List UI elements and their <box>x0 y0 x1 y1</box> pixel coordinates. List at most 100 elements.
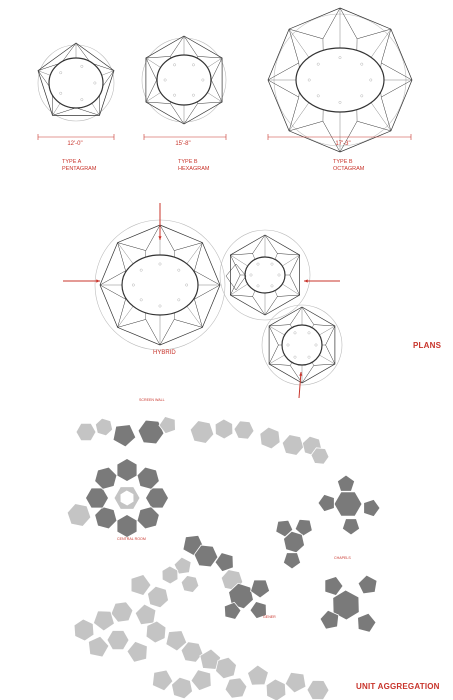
hatch-line <box>117 306 134 328</box>
ray-line <box>274 290 278 297</box>
label-chapels: CHAPELS <box>334 556 351 560</box>
seat-mark <box>256 262 260 266</box>
label-central-room: CENTRAL ROOM <box>117 537 146 541</box>
dimension-type-b-hexagram: 15'-8" <box>175 141 191 147</box>
ring-hexagon <box>136 466 160 490</box>
hexagon-unit <box>171 676 193 700</box>
dimension-type-a: 12'-0" <box>67 141 83 147</box>
seat-mark <box>293 331 297 335</box>
label-hexagram: HEXAGRAM <box>178 166 210 172</box>
seat-mark <box>177 268 181 272</box>
hatch-line <box>230 254 248 267</box>
hatch-line <box>145 57 161 68</box>
hexagon-unit <box>94 417 114 437</box>
pentagon-unit <box>336 474 356 492</box>
pentagon-unit <box>249 601 267 620</box>
seat-mark <box>132 283 135 287</box>
label-gener: GENER <box>263 615 276 619</box>
hatch-line <box>370 102 392 131</box>
unit-type-b-octagram <box>267 7 413 153</box>
seat-mark <box>80 65 84 68</box>
inner-room <box>295 47 385 113</box>
hatch-line <box>52 103 61 116</box>
hybrid-pentagram-unit <box>261 304 343 386</box>
pentagon-unit <box>112 424 137 448</box>
arrow-bottom <box>298 371 302 399</box>
pentagon-unit <box>92 610 115 632</box>
inner-room <box>121 254 199 316</box>
seat-mark <box>80 98 84 101</box>
seat-mark <box>270 262 274 266</box>
arrow-left-head <box>96 279 100 283</box>
hexagon-unit <box>75 422 97 442</box>
hexagon-unit <box>281 434 305 456</box>
seat-mark <box>270 284 274 288</box>
seat-mark <box>201 78 205 82</box>
ring-hexagon <box>116 458 138 482</box>
pentagon-unit <box>173 556 192 575</box>
pentagon-unit <box>357 574 378 595</box>
seat-mark <box>192 63 195 67</box>
pentagon-unit <box>319 609 340 630</box>
seat-mark <box>307 78 311 82</box>
pentagon-unit <box>151 669 174 692</box>
seat-mark <box>139 268 143 272</box>
seat-mark <box>158 262 162 266</box>
pentagon-unit <box>317 493 335 513</box>
seat-mark <box>307 355 311 359</box>
ray-line <box>252 253 256 260</box>
seat-mark <box>192 93 195 97</box>
seat-mark <box>360 94 364 98</box>
label-hybrid: HYBRID <box>153 350 176 356</box>
guide-circle <box>219 229 311 321</box>
pentagon-unit <box>199 648 222 670</box>
guide-circle <box>261 304 343 386</box>
seat-mark <box>173 93 176 97</box>
inner-room <box>281 324 323 366</box>
pentagon-unit <box>165 630 188 652</box>
hexagon-unit <box>137 419 165 445</box>
aggregation-drawings <box>66 416 381 700</box>
pentagon-unit <box>126 640 148 663</box>
ring-hexagon <box>116 514 138 538</box>
hexagon-unit <box>106 629 130 651</box>
hexagon-unit <box>215 656 237 680</box>
label-type-a: TYPE A <box>62 159 82 165</box>
hatch-line <box>319 354 335 365</box>
plans-title: PLANS <box>413 341 442 350</box>
pentagon-unit <box>341 518 361 536</box>
seat-mark <box>286 343 290 347</box>
hexagon-unit <box>233 420 255 440</box>
hexagon-unit <box>189 420 215 444</box>
seat-mark <box>316 62 320 66</box>
hatch-line <box>117 242 134 264</box>
hatch-line <box>269 325 285 336</box>
pentagon-unit <box>284 671 307 694</box>
ring-hexagon <box>94 506 118 530</box>
pentagon-unit <box>250 579 271 599</box>
inner-room <box>156 54 212 106</box>
dimension-type-b-octagram: 17'-3" <box>335 141 351 147</box>
pentagon-unit <box>282 552 302 570</box>
hexagon-unit <box>259 426 281 450</box>
hatch-line <box>145 92 161 103</box>
inner-room <box>48 57 104 109</box>
hatch-line <box>37 70 51 76</box>
hexagon-unit <box>66 503 92 527</box>
hexagon-unit <box>193 544 219 568</box>
ray-line <box>274 253 278 260</box>
hybrid-hexagram-unit <box>219 229 311 321</box>
seat-mark <box>139 298 143 302</box>
hexagon-unit <box>214 418 234 440</box>
hatch-line <box>288 29 310 58</box>
pentagon-unit <box>158 416 176 435</box>
hexagon-unit <box>180 575 200 593</box>
seat-mark <box>256 284 260 288</box>
arrow-top-head <box>158 236 162 240</box>
hatch-line <box>91 103 100 116</box>
hatch-line <box>282 283 300 296</box>
seat-mark <box>163 78 167 82</box>
pentagon-unit <box>134 603 157 626</box>
hexagon-unit <box>110 601 134 623</box>
